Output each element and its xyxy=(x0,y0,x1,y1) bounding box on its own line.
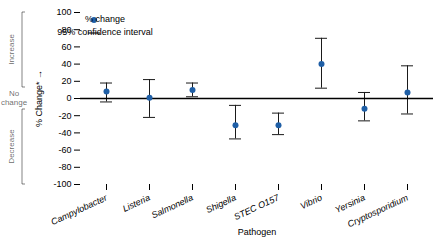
svg-text:-60: -60 xyxy=(58,145,71,155)
svg-text:-40: -40 xyxy=(58,128,71,138)
svg-text:20: 20 xyxy=(61,76,71,86)
svg-text:% change: % change xyxy=(85,14,125,24)
svg-text:100: 100 xyxy=(56,7,71,17)
svg-text:Listeria: Listeria xyxy=(121,192,152,213)
svg-text:Pathogen: Pathogen xyxy=(238,227,277,237)
svg-text:Nochange: Nochange xyxy=(1,89,28,107)
svg-text:STEC O157: STEC O157 xyxy=(232,192,281,222)
svg-text:95% confidence interval: 95% confidence interval xyxy=(57,27,153,37)
svg-text:% Change* →: % Change* → xyxy=(34,70,44,127)
svg-text:-100: -100 xyxy=(53,179,71,189)
svg-text:0: 0 xyxy=(66,93,71,103)
svg-text:Salmonella: Salmonella xyxy=(150,192,195,220)
svg-text:60: 60 xyxy=(61,42,71,52)
svg-text:Yersinia: Yersinia xyxy=(333,192,366,215)
svg-text:Increase: Increase xyxy=(7,34,16,65)
svg-text:Decrease: Decrease xyxy=(7,129,16,164)
svg-text:Cryptosporidium: Cryptosporidium xyxy=(346,192,410,229)
svg-text:-20: -20 xyxy=(58,111,71,121)
svg-text:Shigella: Shigella xyxy=(204,192,237,215)
svg-text:40: 40 xyxy=(61,59,71,69)
svg-text:Campylobacter: Campylobacter xyxy=(49,192,109,227)
svg-text:-80: -80 xyxy=(58,162,71,172)
svg-text:Vibrio: Vibrio xyxy=(299,192,324,211)
